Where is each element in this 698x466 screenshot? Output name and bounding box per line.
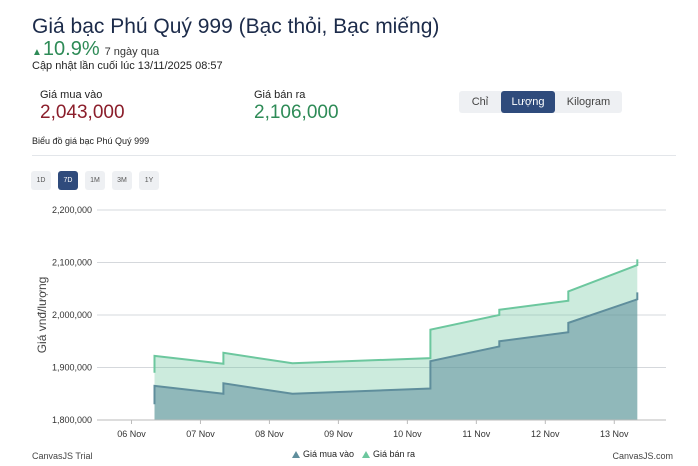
change-period: 7 ngày qua xyxy=(104,46,160,58)
unit-tab-chi[interactable]: Chỉ xyxy=(471,96,489,108)
legend-buy-marker xyxy=(292,451,300,458)
price-change: ▲ 10.9% 7 ngày qua xyxy=(32,38,159,61)
x-tick-label: 10 Nov xyxy=(393,429,422,439)
buy-price-label: Giá mua vào xyxy=(40,89,103,101)
range-button-3m[interactable]: 3M xyxy=(112,171,132,190)
x-tick-label: 09 Nov xyxy=(324,429,353,439)
sell-price-label: Giá bán ra xyxy=(254,89,306,101)
buy-price-value: 2,043,000 xyxy=(40,102,125,123)
up-arrow-icon: ▲ xyxy=(32,47,42,58)
range-button-1y[interactable]: 1Y xyxy=(139,171,159,190)
last-updated: Cập nhật lần cuối lúc 13/11/2025 08:57 xyxy=(32,60,223,72)
credit-site[interactable]: CanvasJS.com xyxy=(612,451,673,461)
y-axis-title: Giá vnđ/lượng xyxy=(35,277,49,354)
y-tick-label: 2,000,000 xyxy=(52,310,92,320)
change-percent: 10.9% xyxy=(42,38,100,60)
y-tick-label: 2,200,000 xyxy=(52,205,92,215)
sell-price-value: 2,106,000 xyxy=(254,102,339,123)
y-tick-label: 1,900,000 xyxy=(52,363,92,373)
range-button-7d[interactable]: 7D xyxy=(58,171,78,190)
y-tick-label: 2,100,000 xyxy=(52,258,92,268)
x-tick-label: 06 Nov xyxy=(117,429,146,439)
buy-area xyxy=(154,292,638,420)
credit-trial: CanvasJS Trial xyxy=(32,451,93,461)
sell-line[interactable] xyxy=(153,259,639,373)
legend-sell-label[interactable]: Giá bán ra xyxy=(373,449,415,459)
unit-selector: Chỉ Lượng Kilogram xyxy=(459,91,622,113)
x-tick-label: 07 Nov xyxy=(186,429,215,439)
chart-legend: Giá mua vào Giá bán ra xyxy=(292,449,415,459)
divider xyxy=(32,155,676,156)
range-button-1m[interactable]: 1M xyxy=(85,171,105,190)
x-tick-label: 08 Nov xyxy=(255,429,284,439)
x-tick-label: 11 Nov xyxy=(462,429,490,439)
chart-caption: Biểu đồ giá bạc Phú Quý 999 xyxy=(32,136,150,146)
y-tick-label: 1,800,000 xyxy=(52,415,92,425)
x-tick-label: 13 Nov xyxy=(600,429,629,439)
unit-tab-kilogram[interactable]: Kilogram xyxy=(566,96,611,108)
legend-buy-label[interactable]: Giá mua vào xyxy=(303,449,354,459)
range-button-1d[interactable]: 1D xyxy=(31,171,51,190)
unit-tab-luong[interactable]: Lượng xyxy=(501,91,555,113)
buy-line[interactable] xyxy=(153,292,639,405)
legend-sell-marker xyxy=(362,451,370,458)
x-tick-label: 12 Nov xyxy=(531,429,560,439)
page-title: Giá bạc Phú Quý 999 (Bạc thỏi, Bạc miếng… xyxy=(32,15,440,38)
